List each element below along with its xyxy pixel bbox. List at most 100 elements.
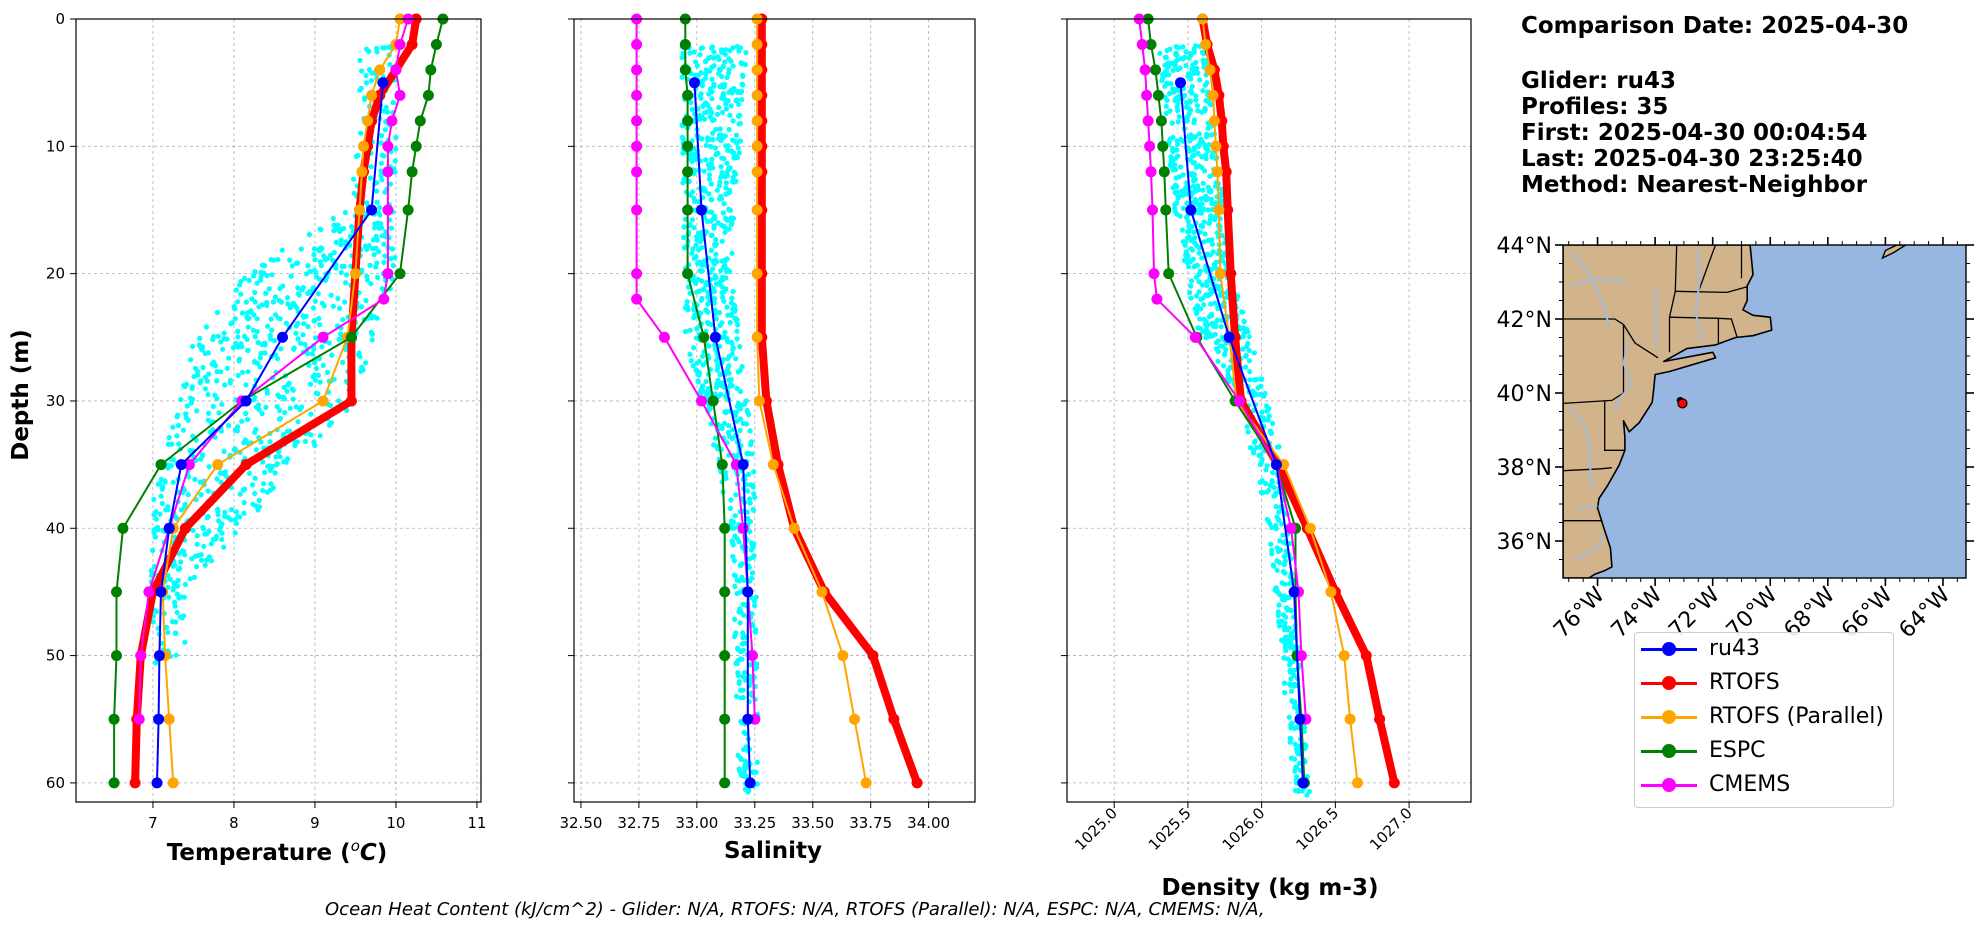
glider-scatter-point [1283,640,1289,647]
glider-scatter-point [312,377,319,383]
glider-scatter-point [308,411,314,417]
glider-scatter-point [1197,268,1203,274]
glider-scatter-point [1195,108,1201,114]
glider-scatter-point [690,246,696,252]
glider-scatter-point [219,401,225,407]
glider-scatter-point [1208,196,1214,202]
glider-scatter-point [368,281,374,287]
glider-scatter-point [200,364,206,371]
glider-scatter-point [703,282,709,288]
glider-scatter-point [699,83,706,89]
series-point-ru43 [696,204,707,216]
density-panel: 1025.0 1025.5 1026.0 1026.5 1027.0 Density (… [1061,13,1472,901]
glider-scatter-point [733,138,739,145]
glider-scatter-point [1196,250,1202,256]
glider-scatter-point [734,418,740,424]
glider-scatter-point [1174,104,1180,110]
glider-scatter-point [253,404,259,410]
y-tick-label: 40 [46,519,65,537]
glider-scatter-point [703,142,709,148]
x-tick-label: 32.75 [617,814,660,832]
glider-scatter-point [708,232,715,239]
glider-scatter-point [1243,352,1249,358]
glider-scatter-point [302,341,308,347]
glider-scatter-point [284,388,290,394]
glider-scatter-point [188,400,194,406]
glider-scatter-point [339,263,345,270]
glider-scatter-point [246,277,252,283]
glider-scatter-point [366,67,372,73]
glider-scatter-point [303,271,310,277]
glider-scatter-point [1269,547,1275,553]
glider-scatter-point [1260,490,1266,496]
glider-scatter-point [741,729,747,736]
glider-scatter-point [268,257,274,263]
glider-scatter-point [1197,77,1203,83]
map-river [1694,248,1704,342]
glider-scatter-point [252,334,258,340]
glider-scatter-point [252,394,258,400]
glider-scatter-point [721,334,727,340]
glider-scatter-point [197,335,203,341]
glider-scatter-point [1302,724,1308,730]
glider-scatter-point [746,451,752,457]
glider-scatter-point [1281,553,1287,560]
glider-scatter-point [682,328,689,335]
map-state-border [1697,245,1717,293]
glider-scatter-point [1193,164,1200,170]
glider-scatter-point [245,347,251,354]
glider-scatter-point [714,150,720,157]
glider-scatter-point [252,269,258,275]
glider-scatter-point [717,67,724,73]
glider-scatter-point [687,351,693,357]
glider-scatter-point [734,317,740,323]
glider-scatter-point [1172,62,1178,68]
glider-scatter-point [702,389,708,395]
glider-scatter-point [1276,602,1282,608]
glider-scatter-point [1282,620,1288,626]
glider-scatter-point [379,233,385,239]
glider-scatter-point [206,464,212,470]
glider-scatter-point [1196,279,1202,285]
glider-scatter-point [274,404,280,410]
glider-scatter-point [710,130,716,136]
glider-scatter-point [1253,377,1259,383]
glider-scatter-point [744,509,750,515]
series-point-espc [155,459,167,471]
glider-scatter-point [1280,638,1286,644]
glider-scatter-point [714,187,720,193]
glider-scatter-point [195,368,201,375]
glider-scatter-point [738,416,744,422]
glider-scatter-point [743,398,750,404]
glider-scatter-point [315,291,321,297]
glider-scatter-point [726,377,732,383]
glider-scatter-point [690,189,696,195]
glider-scatter-point [152,534,159,540]
glider-scatter-point [713,358,720,364]
glider-scatter-point [748,692,755,698]
glider-scatter-point [214,396,220,402]
glider-scatter-point [379,225,385,231]
glider-scatter-point [1264,463,1270,469]
glider-scatter-point [740,601,747,608]
glider-scatter-point [182,639,188,645]
glider-scatter-point [691,225,697,231]
series-point-espc [679,64,691,76]
glider-scatter-point [1184,200,1190,206]
glider-scatter-point [275,256,281,263]
glider-scatter-point [236,282,243,288]
legend-marker [1662,778,1676,792]
map-lon-label: 76°W [1549,582,1610,643]
series-point-cmems [696,395,707,407]
glider-scatter-point [185,492,191,498]
glider-scatter-point [1183,49,1189,55]
glider-scatter-point [739,81,745,87]
glider-scatter-point [1205,125,1211,131]
glider-scatter-point [732,525,738,531]
glider-scatter-point [1193,188,1199,194]
glider-scatter-point [192,476,198,483]
glider-scatter-point [1288,725,1294,731]
glider-scatter-point [712,391,718,397]
glider-scatter-point [1208,213,1214,219]
glider-scatter-point [1240,346,1246,352]
